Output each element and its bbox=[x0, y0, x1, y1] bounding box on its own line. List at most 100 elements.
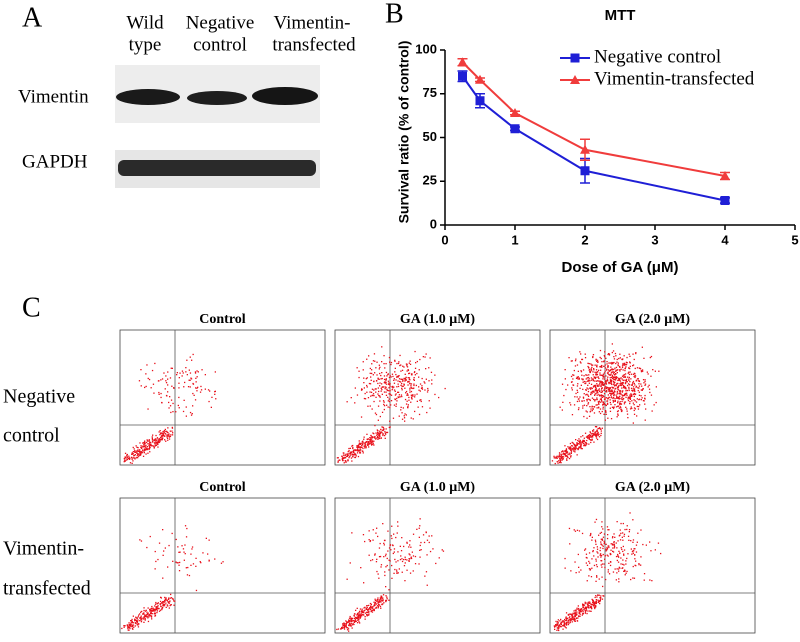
event-dot bbox=[595, 543, 597, 545]
event-dot bbox=[192, 382, 194, 385]
event-dot bbox=[641, 389, 643, 391]
event-dot bbox=[169, 405, 172, 407]
event-dot bbox=[593, 601, 595, 603]
event-dot bbox=[601, 410, 603, 413]
event-dot bbox=[404, 380, 406, 382]
event-dot bbox=[564, 626, 566, 628]
event-dot bbox=[592, 605, 595, 607]
event-dot bbox=[568, 613, 570, 616]
event-dot bbox=[162, 431, 164, 433]
event-dot bbox=[421, 388, 424, 390]
event-dot bbox=[564, 567, 566, 569]
event-dot bbox=[564, 445, 566, 447]
event-dot bbox=[624, 382, 627, 385]
event-dot bbox=[631, 384, 633, 386]
event-dot bbox=[623, 401, 626, 403]
event-dot bbox=[142, 445, 144, 447]
event-dot bbox=[627, 398, 629, 400]
event-dot bbox=[608, 573, 611, 575]
event-dot bbox=[388, 376, 391, 379]
event-dot bbox=[633, 393, 635, 395]
event-dot bbox=[582, 612, 584, 614]
event-dot bbox=[381, 383, 383, 385]
event-dot bbox=[620, 383, 622, 385]
event-dot bbox=[344, 454, 346, 456]
event-dot bbox=[398, 375, 400, 377]
event-dot bbox=[370, 610, 372, 613]
event-dot bbox=[621, 548, 623, 551]
event-dot bbox=[569, 620, 571, 622]
event-dot bbox=[385, 386, 387, 388]
event-dot bbox=[356, 449, 358, 451]
event-dot bbox=[614, 379, 617, 381]
event-dot bbox=[573, 613, 575, 615]
event-dot bbox=[619, 370, 621, 372]
event-dot bbox=[162, 433, 164, 435]
event-dot bbox=[596, 371, 598, 373]
event-dot bbox=[594, 386, 597, 389]
event-dot bbox=[580, 441, 582, 443]
event-dot bbox=[156, 611, 158, 614]
event-dot bbox=[366, 611, 368, 614]
event-dot bbox=[418, 413, 421, 416]
event-dot bbox=[139, 442, 141, 444]
event-dot bbox=[638, 564, 640, 566]
event-dot bbox=[402, 407, 404, 409]
event-dot bbox=[601, 521, 603, 523]
event-dot bbox=[184, 525, 187, 527]
event-dot bbox=[125, 459, 127, 461]
event-dot bbox=[615, 355, 617, 357]
event-dot bbox=[138, 614, 140, 616]
event-dot bbox=[608, 546, 610, 549]
event-dot bbox=[382, 600, 384, 602]
event-dot bbox=[372, 442, 374, 444]
event-dot bbox=[617, 389, 620, 391]
event-dot bbox=[386, 404, 388, 406]
event-dot bbox=[595, 385, 597, 387]
event-dot bbox=[428, 535, 430, 537]
event-dot bbox=[141, 446, 143, 448]
event-dot bbox=[220, 562, 223, 564]
event-dot bbox=[606, 378, 608, 380]
event-dot bbox=[214, 558, 216, 560]
event-dot bbox=[337, 628, 340, 630]
event-dot bbox=[595, 560, 597, 562]
event-dot bbox=[582, 610, 584, 612]
event-dot bbox=[374, 360, 376, 362]
event-dot bbox=[396, 386, 398, 388]
event-dot bbox=[394, 398, 397, 401]
event-dot bbox=[610, 403, 612, 406]
blot bbox=[115, 65, 320, 188]
event-dot bbox=[379, 432, 381, 435]
event-dot bbox=[129, 624, 131, 626]
event-dot bbox=[393, 404, 396, 406]
event-dot bbox=[357, 612, 359, 614]
event-dot bbox=[582, 606, 585, 609]
event-dot bbox=[641, 397, 643, 399]
event-dot bbox=[389, 544, 391, 546]
event-dot bbox=[646, 371, 648, 373]
event-dot bbox=[406, 542, 408, 544]
event-dot bbox=[637, 532, 639, 534]
event-dot bbox=[371, 611, 374, 613]
event-dot bbox=[196, 390, 198, 392]
event-dot bbox=[570, 619, 572, 621]
event-dot bbox=[398, 415, 400, 417]
event-dot bbox=[610, 376, 613, 378]
plot-frame bbox=[334, 329, 541, 466]
event-dot bbox=[576, 400, 579, 403]
event-dot bbox=[632, 541, 634, 543]
event-dot bbox=[143, 451, 145, 453]
event-dot bbox=[633, 550, 635, 552]
event-dot bbox=[171, 532, 173, 535]
event-dot bbox=[647, 386, 649, 388]
event-dot bbox=[148, 615, 150, 617]
event-dot bbox=[395, 373, 397, 376]
event-dot bbox=[369, 391, 371, 393]
event-dot bbox=[565, 623, 568, 625]
event-dot bbox=[621, 387, 623, 389]
event-dot bbox=[363, 611, 365, 614]
row-label: Vimentin- bbox=[3, 538, 84, 560]
event-dot bbox=[598, 594, 600, 596]
